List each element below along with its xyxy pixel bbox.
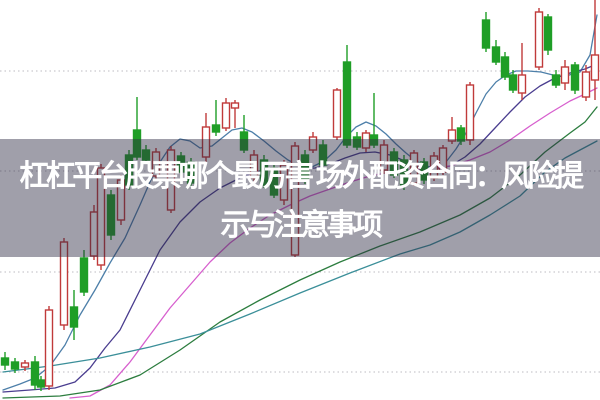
candle-down xyxy=(481,19,491,49)
candle-up xyxy=(221,102,231,129)
headline-overlay: 杠杠平台股票哪个最厉害 场外配资合同：风险提 示与注意事项 xyxy=(0,139,600,257)
candle-up xyxy=(465,84,475,141)
candle-down xyxy=(570,64,580,91)
candle-down xyxy=(30,361,40,386)
candle-up xyxy=(447,129,457,142)
candle-up xyxy=(517,74,527,94)
candle-down xyxy=(491,46,501,63)
candle-up xyxy=(230,102,240,109)
candle-down xyxy=(369,134,379,146)
candle-up xyxy=(534,11,544,68)
ma-slowest-teal xyxy=(2,140,598,373)
candle-up xyxy=(560,66,570,84)
candle-down xyxy=(106,194,116,236)
headline-line-2: 示与注意事项 xyxy=(220,209,384,242)
candle-up xyxy=(581,71,591,98)
candle-down xyxy=(239,131,249,151)
candle-down xyxy=(352,136,362,148)
candle-down xyxy=(456,127,466,142)
candle-down xyxy=(132,129,142,158)
candle-up xyxy=(279,164,289,201)
candle-down xyxy=(389,151,399,176)
candle-down xyxy=(0,357,10,366)
candle-down xyxy=(269,167,279,196)
candle-up xyxy=(201,126,211,158)
candle-down xyxy=(543,16,553,51)
candle-up xyxy=(20,362,30,368)
candle-down xyxy=(259,159,269,186)
candle-up xyxy=(332,89,342,138)
candle-up xyxy=(361,132,371,149)
ma-slow-magenta xyxy=(69,87,598,399)
candle-up xyxy=(116,179,126,221)
candle-up xyxy=(590,54,600,81)
candle-down xyxy=(318,144,328,166)
candle-up xyxy=(151,151,161,177)
candle-up xyxy=(166,149,176,211)
candle-up xyxy=(44,309,54,387)
candle-down xyxy=(551,74,561,86)
candle-down xyxy=(79,257,89,293)
candle-up xyxy=(438,147,448,173)
candle-up xyxy=(290,145,300,256)
candle-down xyxy=(500,56,510,78)
candle-up xyxy=(249,154,259,179)
candle-down xyxy=(211,124,221,133)
candle-down xyxy=(176,155,186,173)
ma-mid-purple xyxy=(2,63,598,393)
candle-down xyxy=(69,306,79,328)
ma-slow-green xyxy=(2,106,598,399)
candle-down xyxy=(186,161,196,184)
candle-up xyxy=(59,241,69,326)
candle-up xyxy=(96,167,106,266)
headline-line-1: 杠杠平台股票哪个最厉害 场外配资合同：风险提 xyxy=(19,160,584,193)
candle-down xyxy=(36,379,46,388)
candle-down xyxy=(419,161,429,181)
candle-down xyxy=(10,361,20,370)
candle-up xyxy=(308,136,318,151)
candle-down xyxy=(399,159,409,186)
candle-up xyxy=(409,152,419,184)
candle-down xyxy=(508,74,518,91)
ma-lines-group xyxy=(2,14,598,399)
candle-up xyxy=(429,155,439,179)
candle-down xyxy=(141,149,151,161)
candle-down xyxy=(300,154,310,181)
candles-group xyxy=(0,0,600,391)
candle-down xyxy=(342,61,352,146)
candle-up xyxy=(379,144,389,171)
candle-down xyxy=(124,154,134,186)
